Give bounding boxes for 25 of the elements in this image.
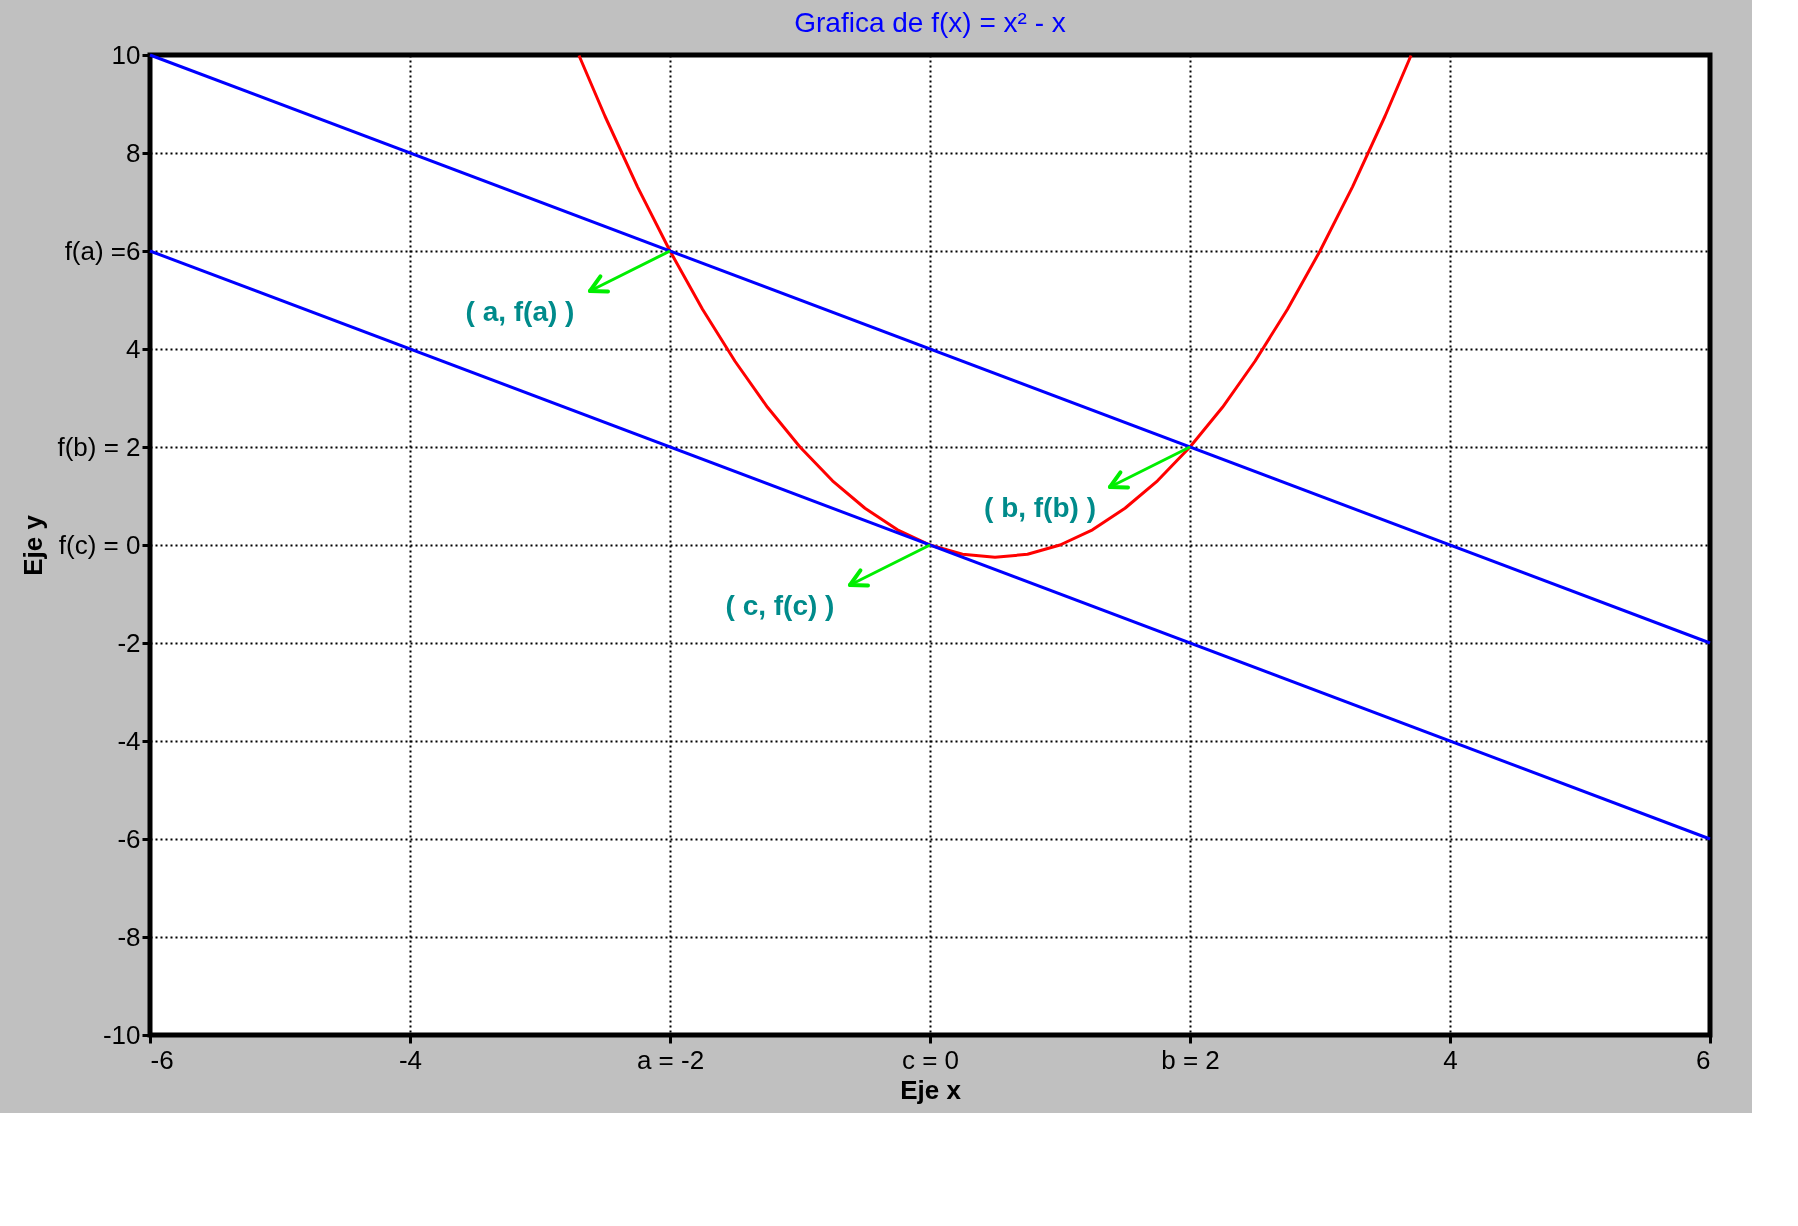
annotation: ( b, f(b) ) <box>984 492 1096 523</box>
y-tick-label: 4 <box>126 333 141 364</box>
y-tick-label: f(b) = 2 <box>57 431 141 462</box>
x-tick-label: 4 <box>1443 1044 1458 1075</box>
line-series <box>577 53 1413 559</box>
x-axis-title: Eje x <box>900 1074 962 1105</box>
x-tick-label: -6 <box>150 1044 174 1075</box>
x-tick-label: c = 0 <box>901 1044 960 1075</box>
annotation: ( a, f(a) ) <box>465 296 575 327</box>
x-tick-label: b = 2 <box>1161 1044 1220 1075</box>
y-tick-label: -2 <box>117 627 141 658</box>
y-tick-label: -8 <box>117 921 141 952</box>
y-tick-label: 10 <box>111 39 141 70</box>
x-tick-label: -4 <box>398 1044 423 1075</box>
y-axis-title: Eje y <box>18 514 49 576</box>
y-tick-label: -6 <box>117 823 141 854</box>
y-tick-label: 8 <box>126 137 141 168</box>
annotation: ( c, f(c) ) <box>725 590 835 621</box>
y-tick-label: -10 <box>102 1019 141 1050</box>
x-tick-label: a = -2 <box>636 1044 705 1075</box>
chart-title: Grafica de f(x) = x² - x <box>794 7 1066 38</box>
y-tick-label: f(a) =6 <box>64 235 141 266</box>
y-tick-label: f(c) = 0 <box>58 529 141 560</box>
y-tick-label: -4 <box>117 725 141 756</box>
x-tick-label: 6 <box>1696 1044 1711 1075</box>
